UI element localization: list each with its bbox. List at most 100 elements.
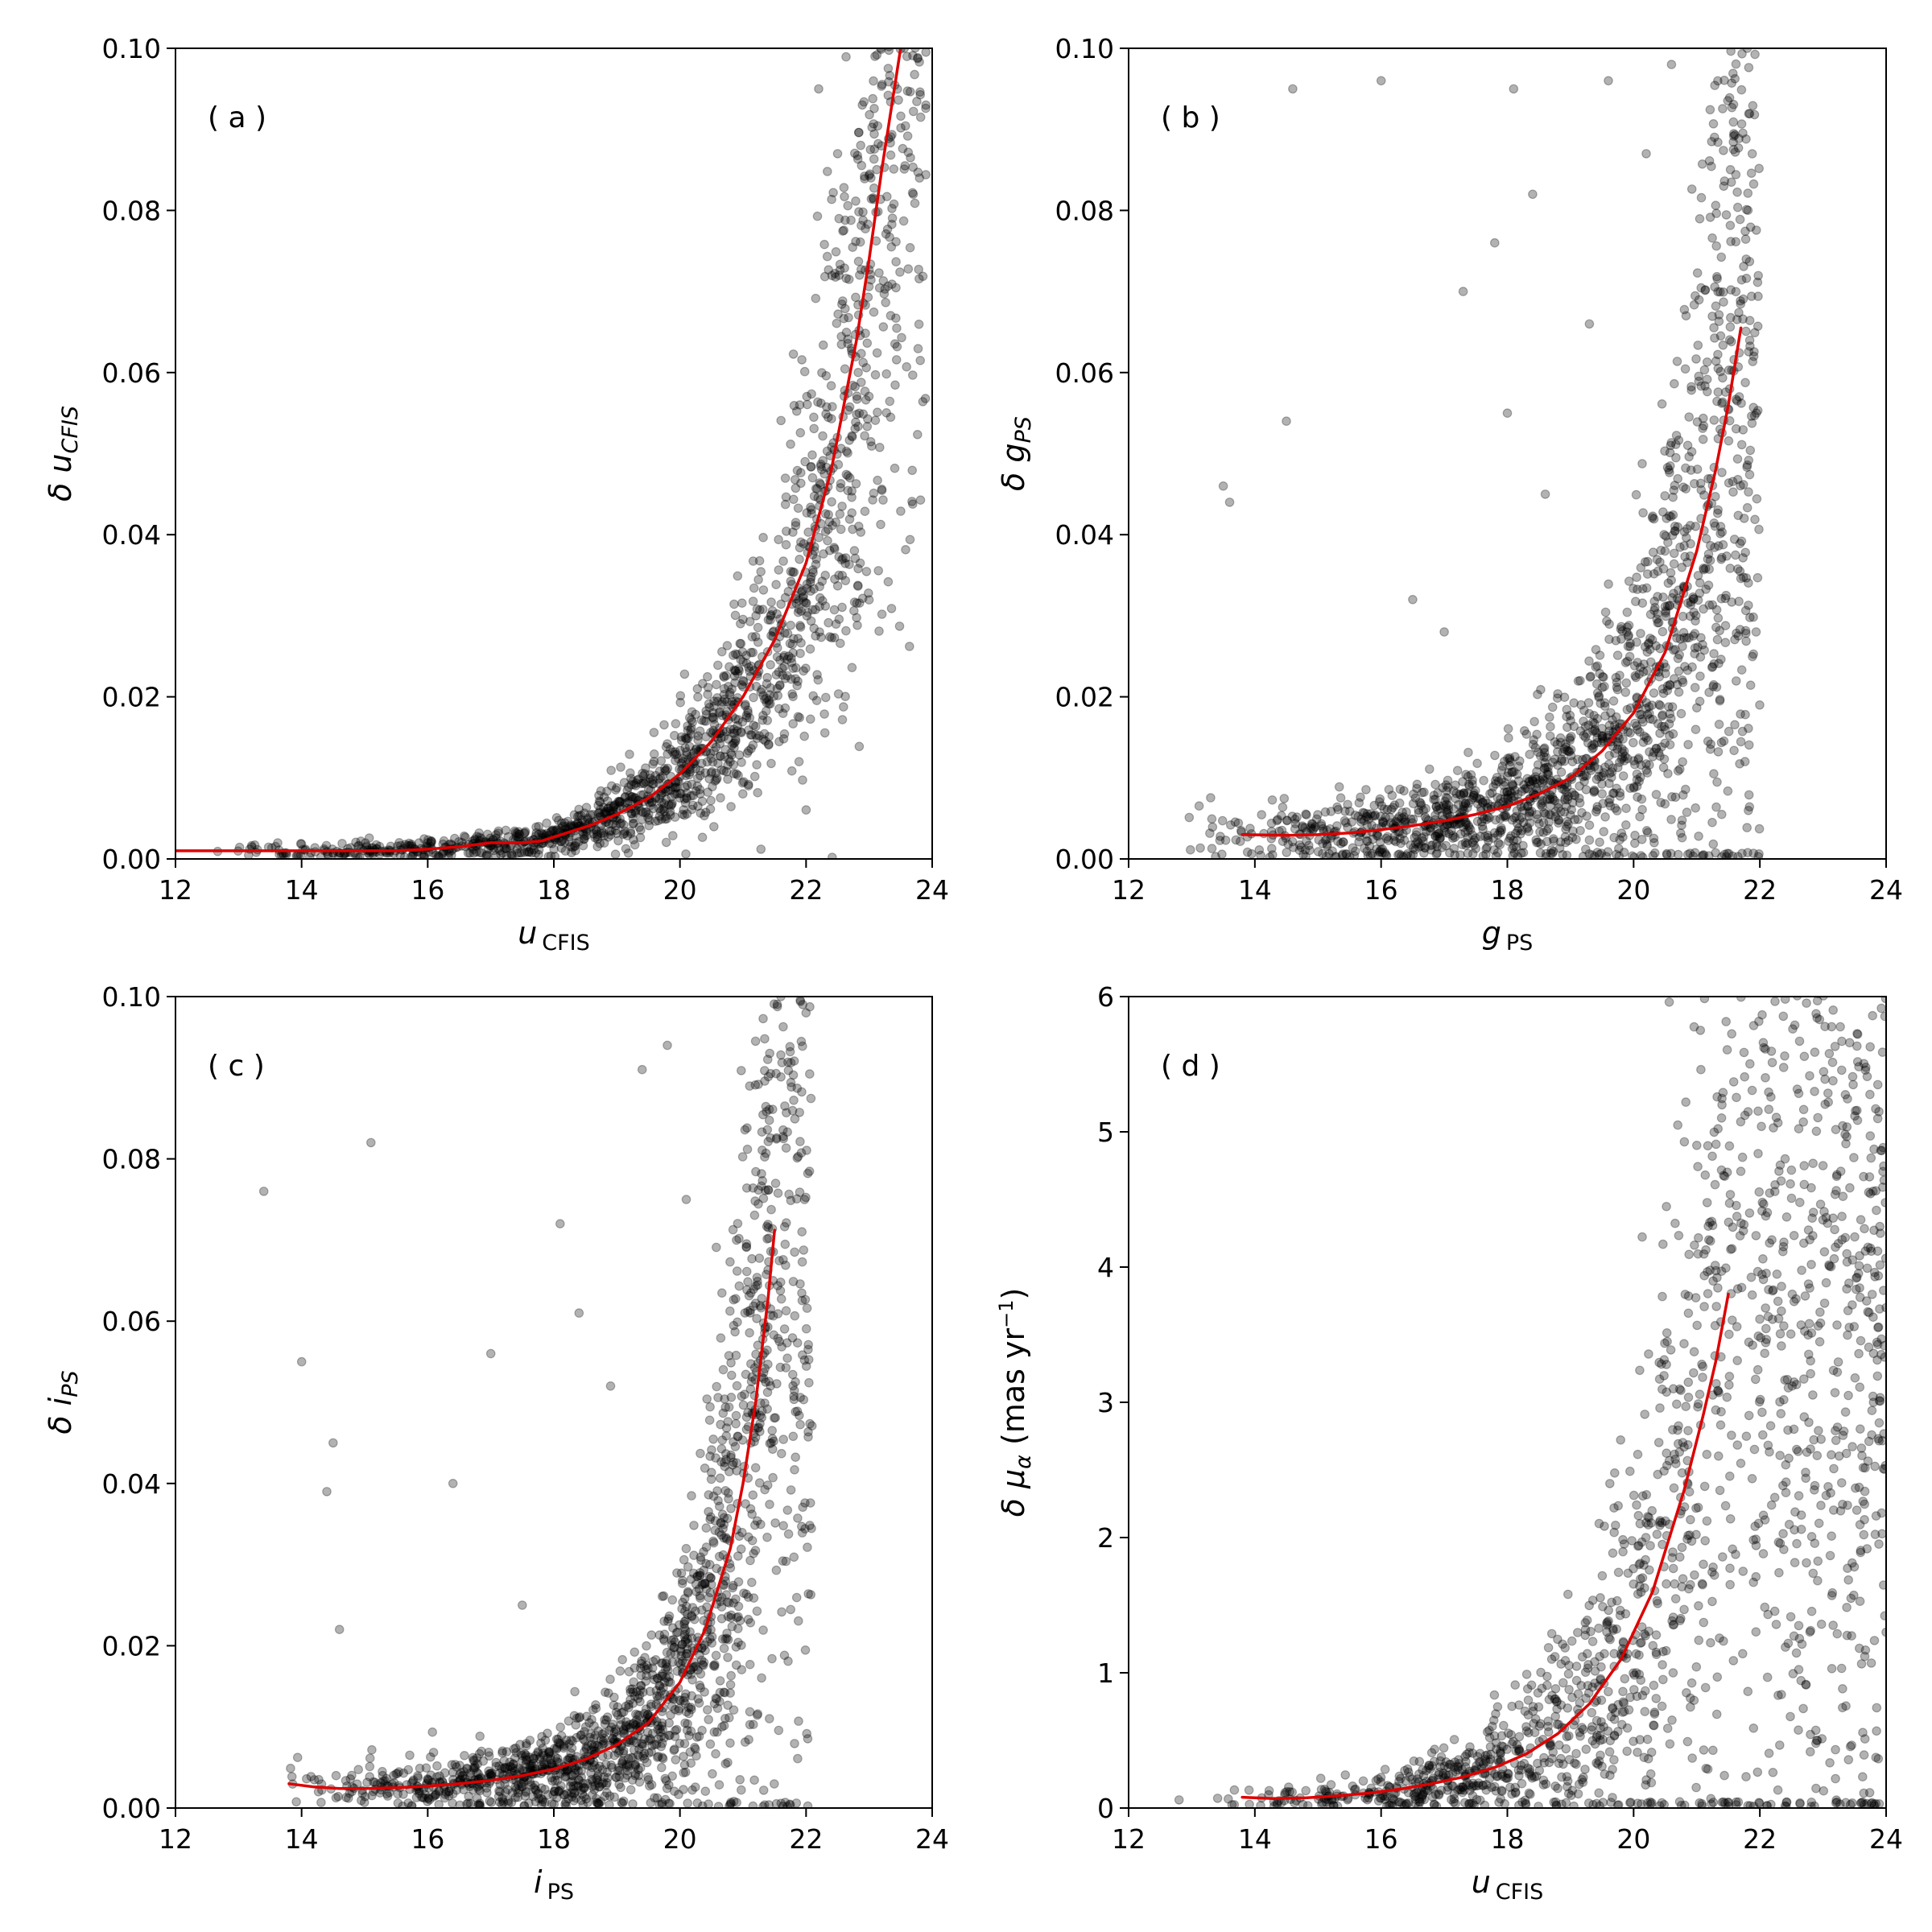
scatter-point (1720, 638, 1731, 647)
scatter-point (481, 851, 491, 859)
scatter-point (760, 1076, 770, 1086)
scatter-point (790, 1465, 799, 1475)
outlier-point (908, 189, 919, 200)
scatter-point (577, 815, 587, 825)
scatter-point (1296, 842, 1307, 852)
scatter-point (1533, 689, 1542, 700)
scatter-point (1723, 786, 1733, 796)
scatter-point (1735, 566, 1745, 576)
scatter-point (1740, 625, 1751, 636)
scatter-point (543, 828, 552, 838)
scatter-point (1368, 811, 1377, 821)
scatter-point (1645, 714, 1655, 724)
scatter-point (645, 777, 654, 787)
scatter-point (1562, 712, 1571, 721)
scatter-point (1659, 754, 1670, 764)
scatter-point (638, 807, 648, 817)
scatter-point (625, 768, 635, 778)
scatter-point (819, 549, 828, 559)
scatter-point (1673, 654, 1683, 663)
outlier-point (1490, 237, 1500, 248)
scatter-point (693, 735, 703, 745)
scatter-point (1700, 285, 1710, 295)
scatter-point (724, 1351, 734, 1360)
scatter-point (616, 797, 625, 807)
scatter-point (594, 796, 605, 806)
scatter-point (1532, 729, 1542, 740)
scatter-point (1461, 818, 1472, 828)
scatter-point (775, 975, 783, 983)
scatter-point (873, 407, 882, 417)
scatter-point (550, 1775, 560, 1785)
scatter-point (1600, 811, 1610, 822)
scatter-point (742, 1144, 753, 1154)
scatter-point (1742, 7, 1750, 15)
scatter-point (1553, 760, 1563, 770)
scatter-point (1674, 666, 1684, 676)
scatter-point (684, 741, 695, 752)
scatter-point (802, 399, 812, 410)
scatter-point (711, 1242, 721, 1253)
scatter-point (667, 791, 677, 802)
scatter-point (1314, 835, 1324, 845)
scatter-point (638, 768, 647, 778)
scatter-point (364, 833, 374, 843)
scatter-point (778, 708, 788, 718)
scatter-point (594, 791, 604, 800)
scatter-point (717, 697, 727, 707)
scatter-point (843, 338, 852, 349)
scatter-point (1420, 843, 1430, 853)
scatter-point (758, 1625, 768, 1635)
scatter-point (1316, 819, 1327, 829)
scatter-point (844, 312, 853, 323)
scatter-point (895, 11, 903, 19)
scatter-point (699, 716, 709, 726)
scatter-point (766, 956, 774, 964)
scatter-point (834, 270, 844, 280)
scatter-point (862, 421, 873, 431)
scatter-point (687, 717, 697, 728)
scatter-point (1723, 96, 1733, 105)
scatter-point (801, 1361, 811, 1371)
scatter-point (884, 48, 894, 56)
scatter-point (405, 1750, 415, 1761)
scatter-point (599, 808, 609, 818)
scatter-point (730, 714, 741, 724)
scatter-point (745, 1659, 755, 1670)
scatter-point (679, 810, 690, 820)
scatter-point (847, 431, 857, 441)
scatter-point (1657, 626, 1668, 637)
scatter-point (768, 780, 776, 788)
scatter-point (543, 852, 554, 859)
scatter-point (1563, 819, 1573, 829)
scatter-point (783, 1529, 794, 1539)
scatter-point (729, 724, 739, 734)
scatter-point (1635, 811, 1645, 822)
scatter-point (767, 605, 778, 616)
scatter-point (762, 969, 770, 977)
scatter-point (710, 776, 720, 786)
scatter-point (1439, 826, 1449, 836)
scatter-point (1679, 526, 1690, 537)
scatter-point (910, 48, 920, 53)
scatter-point (830, 544, 840, 554)
scatter-point (1597, 724, 1607, 733)
scatter-point (1730, 130, 1740, 140)
scatter-point (811, 293, 821, 303)
scatter-point (1740, 234, 1751, 244)
scatter-point (702, 757, 712, 767)
scatter-point (881, 297, 890, 308)
scatter-point (602, 786, 612, 796)
scatter-point (1733, 631, 1744, 641)
scatter-point (681, 849, 691, 859)
scatter-point (1354, 837, 1364, 847)
scatter-point (1726, 177, 1736, 188)
scatter-point (1728, 68, 1738, 78)
scatter-point (471, 847, 481, 857)
scatter-point (316, 852, 326, 859)
scatter-point (609, 803, 618, 813)
scatter-point (913, 53, 923, 64)
scatter-point (692, 781, 703, 791)
scatter-point (806, 502, 815, 512)
scatter-point (1386, 804, 1397, 815)
